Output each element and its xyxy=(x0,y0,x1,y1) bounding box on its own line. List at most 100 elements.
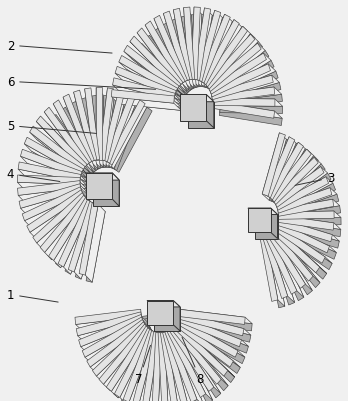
Polygon shape xyxy=(272,158,321,206)
Polygon shape xyxy=(21,157,87,186)
Polygon shape xyxy=(278,219,339,241)
Polygon shape xyxy=(201,16,218,88)
Polygon shape xyxy=(154,16,188,84)
Polygon shape xyxy=(277,188,337,213)
Polygon shape xyxy=(260,237,278,302)
Polygon shape xyxy=(212,99,283,107)
Polygon shape xyxy=(29,194,89,228)
Polygon shape xyxy=(281,231,332,270)
Polygon shape xyxy=(213,102,282,119)
Polygon shape xyxy=(158,332,168,401)
Polygon shape xyxy=(114,328,153,397)
Polygon shape xyxy=(47,203,95,260)
Polygon shape xyxy=(81,98,104,170)
Polygon shape xyxy=(279,234,327,279)
Polygon shape xyxy=(164,14,191,90)
Polygon shape xyxy=(111,97,181,111)
Polygon shape xyxy=(219,109,282,126)
Polygon shape xyxy=(274,149,310,207)
Polygon shape xyxy=(44,113,92,175)
Polygon shape xyxy=(148,333,167,401)
Polygon shape xyxy=(92,322,147,376)
Polygon shape xyxy=(154,307,180,331)
Polygon shape xyxy=(265,138,295,198)
Polygon shape xyxy=(210,65,276,98)
Polygon shape xyxy=(166,332,185,401)
Polygon shape xyxy=(96,328,154,383)
Polygon shape xyxy=(179,315,248,346)
Polygon shape xyxy=(130,336,162,401)
Polygon shape xyxy=(30,127,85,173)
Polygon shape xyxy=(272,227,320,273)
Polygon shape xyxy=(211,34,255,95)
Polygon shape xyxy=(191,8,200,81)
Polygon shape xyxy=(171,324,221,384)
Polygon shape xyxy=(274,225,325,263)
Polygon shape xyxy=(270,150,314,204)
Polygon shape xyxy=(276,222,330,253)
Polygon shape xyxy=(284,194,339,220)
Polygon shape xyxy=(174,320,234,367)
Polygon shape xyxy=(180,310,252,324)
Polygon shape xyxy=(82,317,144,357)
Polygon shape xyxy=(167,328,206,397)
Polygon shape xyxy=(54,203,97,268)
Polygon shape xyxy=(76,317,148,331)
Polygon shape xyxy=(70,102,101,171)
Polygon shape xyxy=(211,76,279,101)
Polygon shape xyxy=(86,321,150,353)
Polygon shape xyxy=(78,319,149,342)
Polygon shape xyxy=(74,205,103,279)
Polygon shape xyxy=(269,140,292,203)
Polygon shape xyxy=(112,79,175,101)
Polygon shape xyxy=(96,88,102,160)
Polygon shape xyxy=(96,88,103,168)
Polygon shape xyxy=(24,138,84,176)
Polygon shape xyxy=(208,54,267,95)
Polygon shape xyxy=(17,181,80,196)
Polygon shape xyxy=(220,95,282,111)
Polygon shape xyxy=(102,91,125,162)
Polygon shape xyxy=(120,86,183,108)
Polygon shape xyxy=(85,324,151,364)
Polygon shape xyxy=(193,9,211,81)
Polygon shape xyxy=(191,8,202,87)
Polygon shape xyxy=(149,338,167,401)
Polygon shape xyxy=(119,56,177,95)
Polygon shape xyxy=(74,93,98,170)
Polygon shape xyxy=(86,173,112,199)
Polygon shape xyxy=(119,63,182,103)
Polygon shape xyxy=(126,63,185,103)
Polygon shape xyxy=(53,104,93,173)
Polygon shape xyxy=(147,301,173,325)
Polygon shape xyxy=(44,108,89,168)
Polygon shape xyxy=(160,332,178,401)
Polygon shape xyxy=(180,95,214,103)
Polygon shape xyxy=(111,91,174,104)
Polygon shape xyxy=(206,22,238,91)
Polygon shape xyxy=(85,90,100,168)
Polygon shape xyxy=(167,338,185,401)
Text: 5: 5 xyxy=(7,120,96,134)
Polygon shape xyxy=(49,198,90,261)
Polygon shape xyxy=(183,324,245,364)
Polygon shape xyxy=(82,316,148,331)
Polygon shape xyxy=(169,337,195,401)
Polygon shape xyxy=(206,95,214,128)
Text: 1: 1 xyxy=(7,288,58,302)
Polygon shape xyxy=(145,36,191,95)
Polygon shape xyxy=(263,236,288,299)
Polygon shape xyxy=(278,200,334,217)
Polygon shape xyxy=(25,170,88,189)
Polygon shape xyxy=(212,88,275,103)
Polygon shape xyxy=(74,91,97,162)
Polygon shape xyxy=(201,20,239,85)
Polygon shape xyxy=(181,16,200,89)
Polygon shape xyxy=(142,332,160,401)
Polygon shape xyxy=(40,200,93,251)
Polygon shape xyxy=(278,222,337,253)
Polygon shape xyxy=(165,330,197,401)
Polygon shape xyxy=(178,320,240,367)
Polygon shape xyxy=(248,209,271,233)
Polygon shape xyxy=(267,143,305,203)
